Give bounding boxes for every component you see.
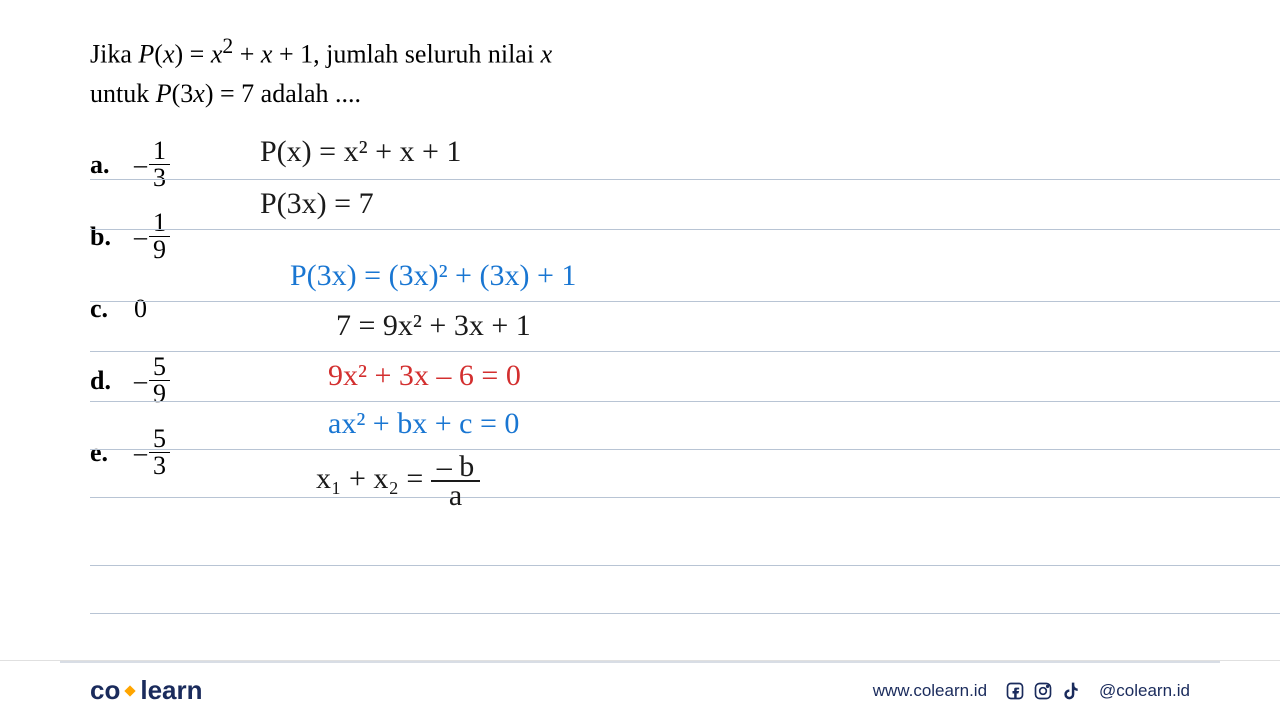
facebook-icon <box>1005 681 1025 701</box>
instagram-icon <box>1033 681 1053 701</box>
work-step: P(3x) = (3x)² + (3x) + 1 <box>290 259 576 293</box>
work-step: 9x² + 3x – 6 = 0 <box>328 359 521 393</box>
work-step: ax² + bx + c = 0 <box>328 407 519 441</box>
handwritten-work: P(x) = x² + x + 1 P(3x) = 7 P(3x) = (3x)² … <box>260 129 1190 489</box>
work-step: x₁ + x₂ = – ba <box>316 453 480 509</box>
colearn-logo: co learn <box>90 675 203 706</box>
work-step: P(3x) = 7 <box>260 187 374 221</box>
social-handle: @colearn.id <box>1099 681 1190 701</box>
option-d[interactable]: d. –59 <box>90 345 220 417</box>
option-e[interactable]: e. –53 <box>90 417 220 489</box>
option-c[interactable]: c. 0 <box>90 273 220 345</box>
work-step: 7 = 9x² + 3x + 1 <box>336 309 531 343</box>
work-step: P(x) = x² + x + 1 <box>260 135 461 169</box>
social-icons <box>1005 681 1081 701</box>
answer-options: a. –13 b. –19 c. 0 d. –59 e. –53 <box>90 129 220 489</box>
option-b[interactable]: b. –19 <box>90 201 220 273</box>
tiktok-icon <box>1061 681 1081 701</box>
question-text: Jika P(x) = x2 + x + 1, jumlah seluruh n… <box>90 30 1190 113</box>
website-url: www.colearn.id <box>873 681 987 701</box>
option-a[interactable]: a. –13 <box>90 129 220 201</box>
footer: co learn www.colearn.id @colearn.id <box>0 660 1280 720</box>
